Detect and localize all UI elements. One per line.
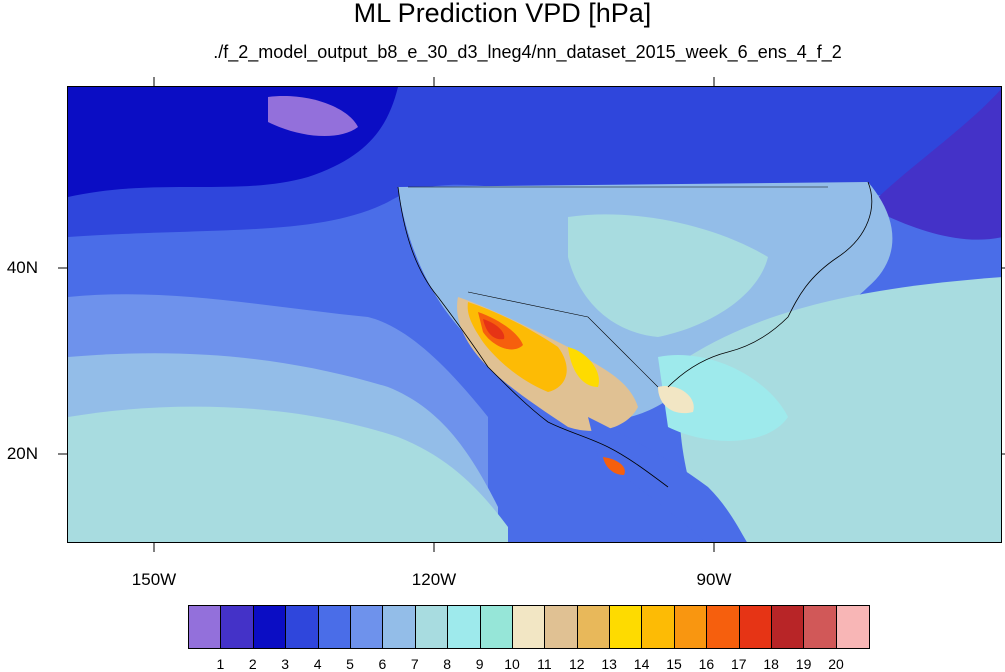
colorbar-swatch-2 [253, 606, 287, 648]
colorbar-label-5: 5 [346, 656, 354, 672]
colorbar-swatch-5 [350, 606, 384, 648]
colorbar-swatch-1 [221, 606, 254, 648]
colorbar-label-19: 19 [795, 656, 812, 672]
xtick-label-90w: 90W [696, 570, 732, 589]
colorbar-swatch-17 [739, 606, 773, 648]
colorbar [188, 605, 871, 649]
field-purple-patch [268, 96, 358, 137]
colorbar-label-11: 11 [537, 656, 552, 672]
vpd-field-svg [68, 87, 1001, 542]
field-sw-hottest [483, 319, 505, 340]
field-central-america [588, 417, 747, 542]
colorbar-label-18: 18 [763, 656, 779, 672]
field-guatemala-hot [603, 457, 625, 475]
field-northeast [868, 89, 1001, 240]
colorbar-swatch-15 [674, 606, 708, 648]
colorbar-swatch-13 [610, 606, 643, 648]
colorbar-swatch-8 [448, 606, 481, 648]
colorbar-swatch-10 [512, 606, 546, 648]
colorbar-label-7: 7 [410, 656, 419, 672]
colorbar-swatch-14 [642, 606, 675, 648]
colorbar-label-14: 14 [633, 656, 650, 672]
chart-subtitle: ./f_2_model_output_b8_e_30_d3_lneg4/nn_d… [213, 42, 842, 62]
field-gulf-warm [658, 386, 694, 414]
colorbar-label-6: 6 [378, 656, 387, 672]
colorbar-swatch-3 [286, 606, 319, 648]
colorbar-label-3: 3 [281, 656, 290, 672]
colorbar-label-17: 17 [731, 656, 747, 672]
ytick-label-40n: 40N [6, 258, 38, 277]
colorbar-label-4: 4 [313, 656, 322, 672]
colorbar-label-8: 8 [443, 656, 452, 672]
colorbar-label-15: 15 [666, 656, 682, 672]
colorbar-swatch-18 [772, 606, 805, 648]
chart-title: ML Prediction VPD [hPa] [353, 0, 652, 28]
coastline-east [667, 181, 873, 388]
colorbar-label-12: 12 [569, 656, 585, 672]
xtick-label-120w: 120W [411, 570, 457, 589]
border-mexico [467, 291, 659, 388]
colorbar-label-13: 13 [601, 656, 617, 672]
colorbar-swatch-19 [804, 606, 837, 648]
colorbar-swatch-7 [415, 606, 449, 648]
field-us-central [568, 214, 768, 337]
colorbar-swatch-20 [836, 606, 870, 648]
colorbar-swatch-12 [577, 606, 611, 648]
colorbar-label-2: 2 [248, 656, 257, 672]
colorbar-swatch-6 [383, 606, 416, 648]
vpd-map [67, 86, 1002, 543]
colorbar-label-1: 1 [216, 656, 225, 672]
colorbar-swatch-4 [318, 606, 351, 648]
field-atlantic [679, 277, 1001, 542]
field-pacific-lightest [68, 406, 508, 542]
colorbar-label-10: 10 [504, 656, 520, 672]
field-mex-plateau [568, 347, 599, 387]
colorbar-label-16: 16 [698, 656, 715, 672]
ytick-label-20n: 20N [6, 444, 38, 463]
field-gulf [658, 355, 788, 441]
xtick-label-150w: 150W [131, 570, 177, 589]
colorbar-label-20: 20 [828, 656, 844, 672]
colorbar-label-9: 9 [475, 656, 484, 672]
colorbar-swatch-0 [189, 606, 222, 648]
colorbar-swatch-11 [545, 606, 578, 648]
colorbar-swatch-9 [480, 606, 513, 648]
coastline-west [397, 186, 669, 488]
colorbar-swatch-16 [707, 606, 740, 648]
